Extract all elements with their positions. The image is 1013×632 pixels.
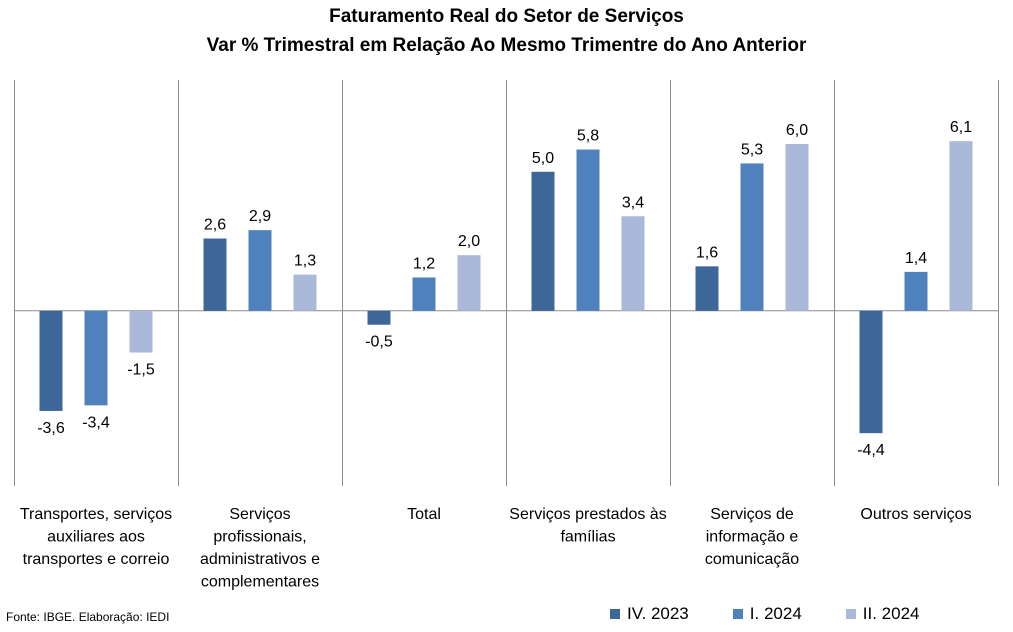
category-label: transportes e correio (23, 551, 170, 568)
data-label: -1,5 (127, 362, 155, 379)
bar (785, 143, 809, 311)
bar (695, 266, 719, 311)
legend-swatch (732, 609, 743, 619)
category-label: Transportes, serviços (20, 506, 172, 523)
legend-label: IV. 2023 (627, 604, 689, 623)
legend-label: I. 2024 (749, 604, 802, 623)
category-label: auxiliares aos (47, 529, 145, 546)
category-label: comunicação (705, 551, 799, 568)
legend-swatch (610, 609, 620, 619)
bar (904, 271, 928, 311)
source-note: Fonte: IBGE. Elaboração: IEDI (6, 610, 170, 624)
bar (740, 163, 764, 311)
category-label: famílias (560, 529, 615, 546)
legend-label: II. 2024 (862, 604, 920, 623)
legend-item-iv-2023: IV. 2023 (610, 604, 689, 624)
bar (84, 310, 108, 406)
data-label: 2,0 (458, 233, 480, 250)
chart-title: Faturamento Real do Setor de Serviços (329, 6, 684, 27)
category-label: informação e (706, 529, 799, 546)
legend-swatch (845, 609, 856, 619)
data-label: 1,2 (413, 255, 435, 272)
data-label: 2,9 (249, 208, 271, 225)
data-label: 1,6 (696, 244, 718, 261)
bar (859, 310, 883, 434)
data-label: -0,5 (365, 334, 393, 351)
bar-chart: -3,6 -3,4 -1,5 Transportes, serviços auxilia… (14, 80, 999, 591)
category-label: administrativos e (200, 551, 320, 568)
bar (457, 255, 481, 311)
bar (39, 310, 63, 411)
data-label: -4,4 (857, 442, 885, 459)
data-label: 3,4 (622, 194, 644, 211)
chart-subtitle: Var % Trimestral em Relação Ao Mesmo Tri… (206, 35, 807, 56)
bar (412, 277, 436, 311)
bar (531, 171, 555, 311)
category-label: Outros serviços (860, 506, 971, 523)
data-label: 5,8 (577, 128, 599, 145)
legend-item-i-2024: I. 2024 (732, 604, 802, 624)
bar (129, 310, 153, 353)
bar (293, 274, 317, 311)
category-label: Serviços prestados às (509, 506, 666, 523)
bar (621, 216, 645, 311)
legend-item-ii-2024: II. 2024 (845, 604, 920, 624)
data-label: 5,0 (532, 150, 554, 167)
bar (949, 141, 973, 311)
bar (248, 230, 272, 311)
data-label: -3,6 (37, 420, 65, 437)
data-label: 6,1 (950, 119, 972, 136)
data-label: 1,3 (294, 253, 316, 270)
data-label: 2,6 (204, 217, 226, 234)
category-label: profissionais, (213, 529, 306, 546)
data-label: 5,3 (741, 141, 763, 158)
category-label: complementares (201, 574, 319, 591)
category-label: Total (407, 506, 441, 523)
data-label: 6,0 (786, 122, 808, 139)
bar (576, 149, 600, 311)
legend: IV. 2023 I. 2024 II. 2024 (610, 604, 920, 624)
category-label: Serviços de (710, 506, 794, 523)
category-label: Serviços (229, 506, 290, 523)
data-label: 1,4 (905, 250, 927, 267)
bar (367, 310, 391, 325)
bar (203, 238, 227, 311)
data-label: -3,4 (82, 414, 110, 431)
